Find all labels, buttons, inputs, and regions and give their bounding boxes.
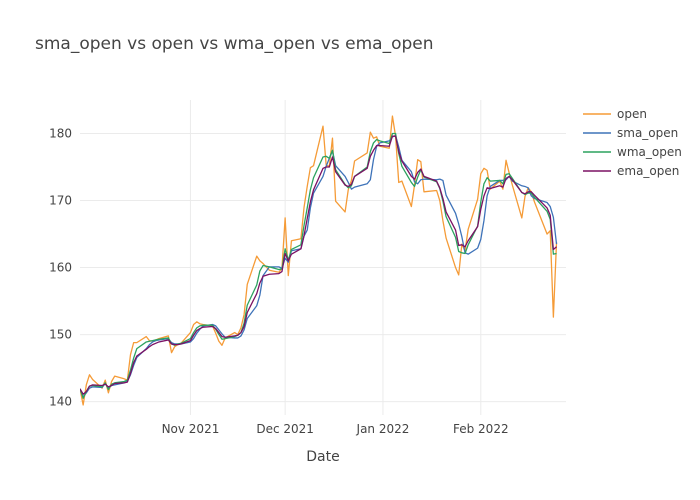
y-tick-label: 160 xyxy=(49,261,72,275)
legend[interactable]: open sma_open wma_open ema_open xyxy=(583,107,682,178)
legend-label: open xyxy=(617,107,647,121)
x-tick-label: Feb 2022 xyxy=(453,422,509,436)
legend-label: ema_open xyxy=(617,164,679,178)
legend-item-open[interactable]: open xyxy=(583,107,647,121)
legend-item-ema-open[interactable]: ema_open xyxy=(583,164,679,178)
chart-title: sma_open vs open vs wma_open vs ema_open xyxy=(35,34,434,54)
series-line-wma-open xyxy=(80,132,557,399)
y-tick-label: 180 xyxy=(49,127,72,141)
y-tick-label: 170 xyxy=(49,194,72,208)
series-line-open xyxy=(80,115,558,406)
x-tick-label: Jan 2022 xyxy=(356,422,410,436)
y-tick-label: 140 xyxy=(49,395,72,409)
axis-layer: 140 150 160 170 180 Nov 2021 Dec 2021 Jan 2022 F… xyxy=(49,127,509,436)
legend-item-wma-open[interactable]: wma_open xyxy=(583,145,682,159)
x-tick-label: Dec 2021 xyxy=(256,422,314,436)
x-tick-label: Nov 2021 xyxy=(162,422,220,436)
y-tick-label: 150 xyxy=(49,328,72,342)
x-axis-title: Date xyxy=(306,449,339,465)
series-line-sma-open xyxy=(80,134,558,398)
legend-item-sma-open[interactable]: sma_open xyxy=(583,126,678,140)
legend-label: wma_open xyxy=(617,145,682,159)
legend-label: sma_open xyxy=(617,126,678,140)
grid-layer xyxy=(80,100,566,415)
series-line-ema-open xyxy=(80,135,557,395)
series-layer xyxy=(80,115,558,406)
